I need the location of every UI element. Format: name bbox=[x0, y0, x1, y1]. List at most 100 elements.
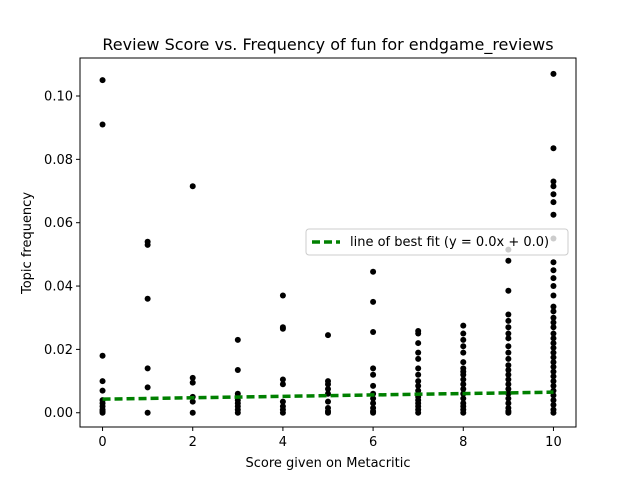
scatter-point bbox=[99, 121, 106, 128]
scatter-point bbox=[144, 409, 151, 416]
scatter-point bbox=[550, 363, 557, 370]
best-fit-line bbox=[102, 390, 554, 401]
scatter-point bbox=[550, 382, 557, 389]
scatter-point bbox=[415, 340, 422, 347]
scatter-point bbox=[505, 324, 512, 331]
scatter-point bbox=[505, 257, 512, 264]
scatter-point bbox=[505, 355, 512, 362]
scatter-point bbox=[460, 371, 467, 378]
scatter-point bbox=[505, 349, 512, 356]
scatter-point bbox=[144, 365, 151, 372]
scatter-point bbox=[415, 355, 422, 362]
scatter-point bbox=[415, 382, 422, 389]
scatter-point bbox=[415, 365, 422, 372]
x-tick-label: 6 bbox=[369, 435, 377, 450]
scatter-point bbox=[550, 324, 557, 331]
scatter-point bbox=[325, 385, 331, 392]
scatter-point bbox=[279, 398, 286, 405]
scatter-point bbox=[99, 77, 106, 84]
scatter-point bbox=[505, 335, 512, 342]
scatter-point bbox=[550, 145, 557, 152]
scatter-point bbox=[460, 395, 467, 402]
scatter-point bbox=[99, 352, 106, 359]
scatter-point bbox=[550, 359, 557, 366]
scatter-point bbox=[415, 378, 422, 385]
scatter-point bbox=[415, 387, 422, 394]
scatter-point bbox=[370, 328, 377, 335]
scatter-point bbox=[505, 366, 512, 373]
scatter-point bbox=[189, 398, 196, 405]
scatter-point bbox=[415, 371, 422, 378]
scatter-point bbox=[189, 379, 196, 386]
scatter-point bbox=[415, 349, 422, 356]
scatter-point bbox=[460, 376, 467, 383]
scatter-point bbox=[550, 354, 557, 361]
legend-box bbox=[305, 228, 569, 256]
scatter-point bbox=[550, 292, 557, 299]
scatter-point bbox=[505, 400, 512, 407]
scatter-point bbox=[505, 381, 512, 388]
scatter-point bbox=[234, 409, 241, 416]
scatter-point bbox=[99, 378, 106, 385]
scatter-point bbox=[325, 409, 331, 416]
y-tick-label: 0.08 bbox=[44, 153, 73, 168]
scatter-point bbox=[505, 317, 512, 324]
scatter-point bbox=[550, 314, 557, 321]
scatter-point bbox=[370, 382, 377, 389]
scatter-point bbox=[505, 343, 512, 350]
scatter-point bbox=[370, 298, 377, 305]
scatter-point bbox=[550, 303, 557, 310]
scatter-point bbox=[460, 381, 467, 388]
x-axis-label: Score given on Metacritic bbox=[245, 456, 410, 471]
scatter-point bbox=[234, 366, 241, 373]
scatter-point bbox=[460, 343, 467, 350]
scatter-point bbox=[189, 374, 196, 381]
scatter-point bbox=[550, 330, 557, 337]
scatter-point bbox=[325, 398, 331, 405]
scatter-point bbox=[144, 384, 151, 391]
scatter-point bbox=[325, 332, 331, 339]
scatter-point bbox=[550, 368, 557, 375]
scatter-point bbox=[550, 344, 557, 351]
scatter-point bbox=[370, 400, 377, 407]
scatter-point bbox=[550, 283, 557, 290]
x-tick-label: 4 bbox=[279, 435, 287, 450]
y-axis-label: Topic frequency bbox=[20, 192, 35, 295]
scatter-point bbox=[550, 373, 557, 380]
scatter-point bbox=[550, 319, 557, 326]
y-tick-label: 0.10 bbox=[44, 90, 73, 105]
scatter-point bbox=[415, 409, 422, 416]
scatter-point bbox=[550, 199, 557, 206]
scatter-point bbox=[505, 362, 512, 369]
scatter-point bbox=[460, 330, 467, 337]
scatter-point bbox=[460, 409, 467, 416]
scatter-point bbox=[505, 390, 512, 397]
scatter-point bbox=[460, 385, 467, 392]
scatter-point bbox=[550, 275, 557, 282]
scatter-point bbox=[550, 397, 557, 404]
plot-frame bbox=[79, 57, 577, 428]
scatter-point bbox=[415, 330, 422, 337]
scatter-point bbox=[279, 292, 286, 299]
scatter-point bbox=[144, 241, 151, 248]
scatter-point bbox=[550, 349, 557, 356]
scatter-point bbox=[550, 308, 557, 315]
y-tick-label: 0.00 bbox=[44, 406, 73, 421]
scatter-point bbox=[370, 395, 377, 402]
scatter-point bbox=[550, 183, 557, 190]
scatter-point bbox=[505, 376, 512, 383]
x-tick-label: 10 bbox=[545, 435, 562, 450]
scatter-point bbox=[99, 409, 106, 416]
scatter-point bbox=[505, 330, 512, 337]
scatter-point bbox=[234, 336, 241, 343]
scatter-point bbox=[279, 325, 286, 332]
scatter-point bbox=[370, 371, 377, 378]
scatter-point bbox=[505, 409, 512, 416]
scatter-point bbox=[460, 336, 467, 343]
y-tick-label: 0.04 bbox=[44, 280, 73, 295]
scatter-point bbox=[370, 409, 377, 416]
scatter-point bbox=[370, 268, 377, 275]
scatter-point bbox=[460, 359, 467, 366]
y-tick-label: 0.06 bbox=[44, 216, 73, 231]
